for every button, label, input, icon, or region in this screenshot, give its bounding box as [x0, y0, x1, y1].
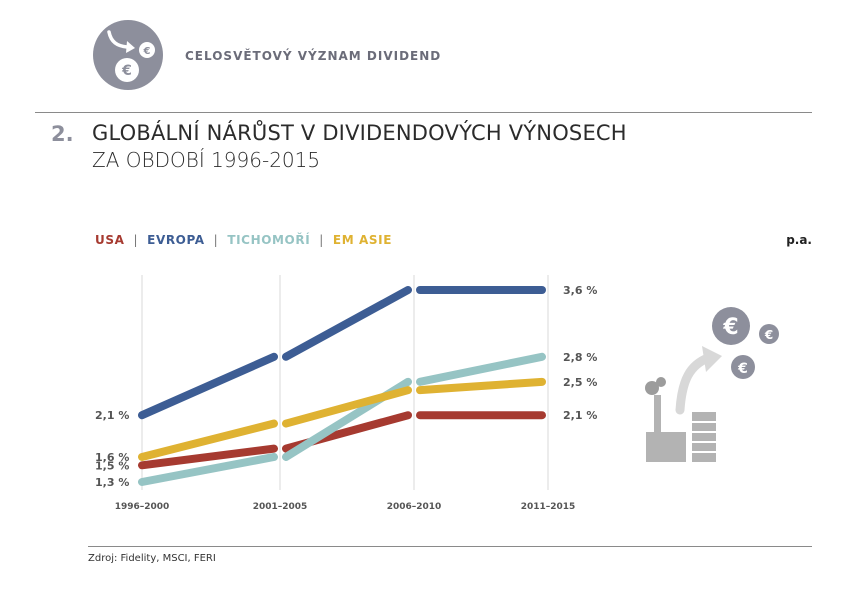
legend-item-evropa: EVROPA [147, 233, 205, 247]
series-segment-evropa-2 [282, 286, 412, 361]
divider-bottom [88, 546, 812, 547]
series-segment-tichomo-3 [416, 352, 546, 386]
section-label: CELOSVĚTOVÝ VÝZNAM DIVIDEND [185, 49, 442, 63]
coins-arrow-icon: € € [107, 30, 155, 82]
euro-coin-icon: € € € [712, 307, 779, 379]
legend-separator: | [133, 233, 139, 247]
title-number: 2. [51, 122, 74, 146]
legend-item-tichomori: TICHOMOŘÍ [227, 233, 311, 247]
x-tick-label: 2001–2005 [253, 502, 308, 512]
series-segment-emasie-2 [282, 386, 412, 428]
series-segment-usa-1 [138, 444, 278, 470]
end-value-label: 2,1 % [563, 409, 597, 422]
page-subtitle: ZA OBDOBÍ 1996-2015 [92, 148, 321, 172]
legend-separator: | [319, 233, 324, 247]
end-value-label: 3,6 % [563, 284, 597, 297]
x-tick-label: 2011–2015 [521, 502, 576, 512]
series-segment-evropa-1 [138, 352, 278, 420]
end-value-label: 2,8 % [563, 351, 597, 364]
svg-text:€: € [121, 63, 132, 79]
svg-text:€: € [143, 46, 151, 57]
x-tick-label: 1996–2000 [115, 502, 170, 512]
divider-top [35, 112, 812, 113]
arrow-up-icon [675, 346, 722, 415]
page-title: GLOBÁLNÍ NÁRŮST V DIVIDENDOVÝCH VÝNOSECH [92, 121, 627, 145]
start-value-label: 1,3 % [95, 476, 129, 489]
start-value-label: 1,5 % [95, 459, 129, 472]
chart-legend: USA | EVROPA | TICHOMOŘÍ | EM ASIE [95, 233, 392, 247]
legend-separator: | [213, 233, 219, 247]
start-value-label: 2,1 % [95, 409, 129, 422]
start-value-label: 1,6 % [95, 451, 129, 464]
series-segment-tichomo-1 [138, 452, 278, 486]
unit-label: p.a. [786, 233, 812, 247]
dividend-badge-icon: € € [93, 20, 163, 90]
end-value-label: 2,5 % [563, 376, 597, 389]
series-segment-emasie-1 [138, 419, 278, 461]
svg-text:€: € [722, 315, 738, 340]
legend-item-usa: USA [95, 233, 125, 247]
legend-item-em-asie: EM ASIE [332, 233, 393, 247]
svg-text:€: € [737, 361, 748, 377]
factory-icon [645, 377, 716, 462]
x-tick-label: 2006–2010 [387, 502, 442, 512]
line-chart: 1996–2000 2001–2005 2006–2010 2011–2015 2,1 … [95, 275, 597, 512]
series-segment-emasie-3 [416, 377, 546, 395]
factory-illustration: € € € [645, 307, 779, 462]
svg-text:€: € [764, 328, 773, 342]
source-note: Zdroj: Fidelity, MSCI, FERI [88, 553, 216, 564]
